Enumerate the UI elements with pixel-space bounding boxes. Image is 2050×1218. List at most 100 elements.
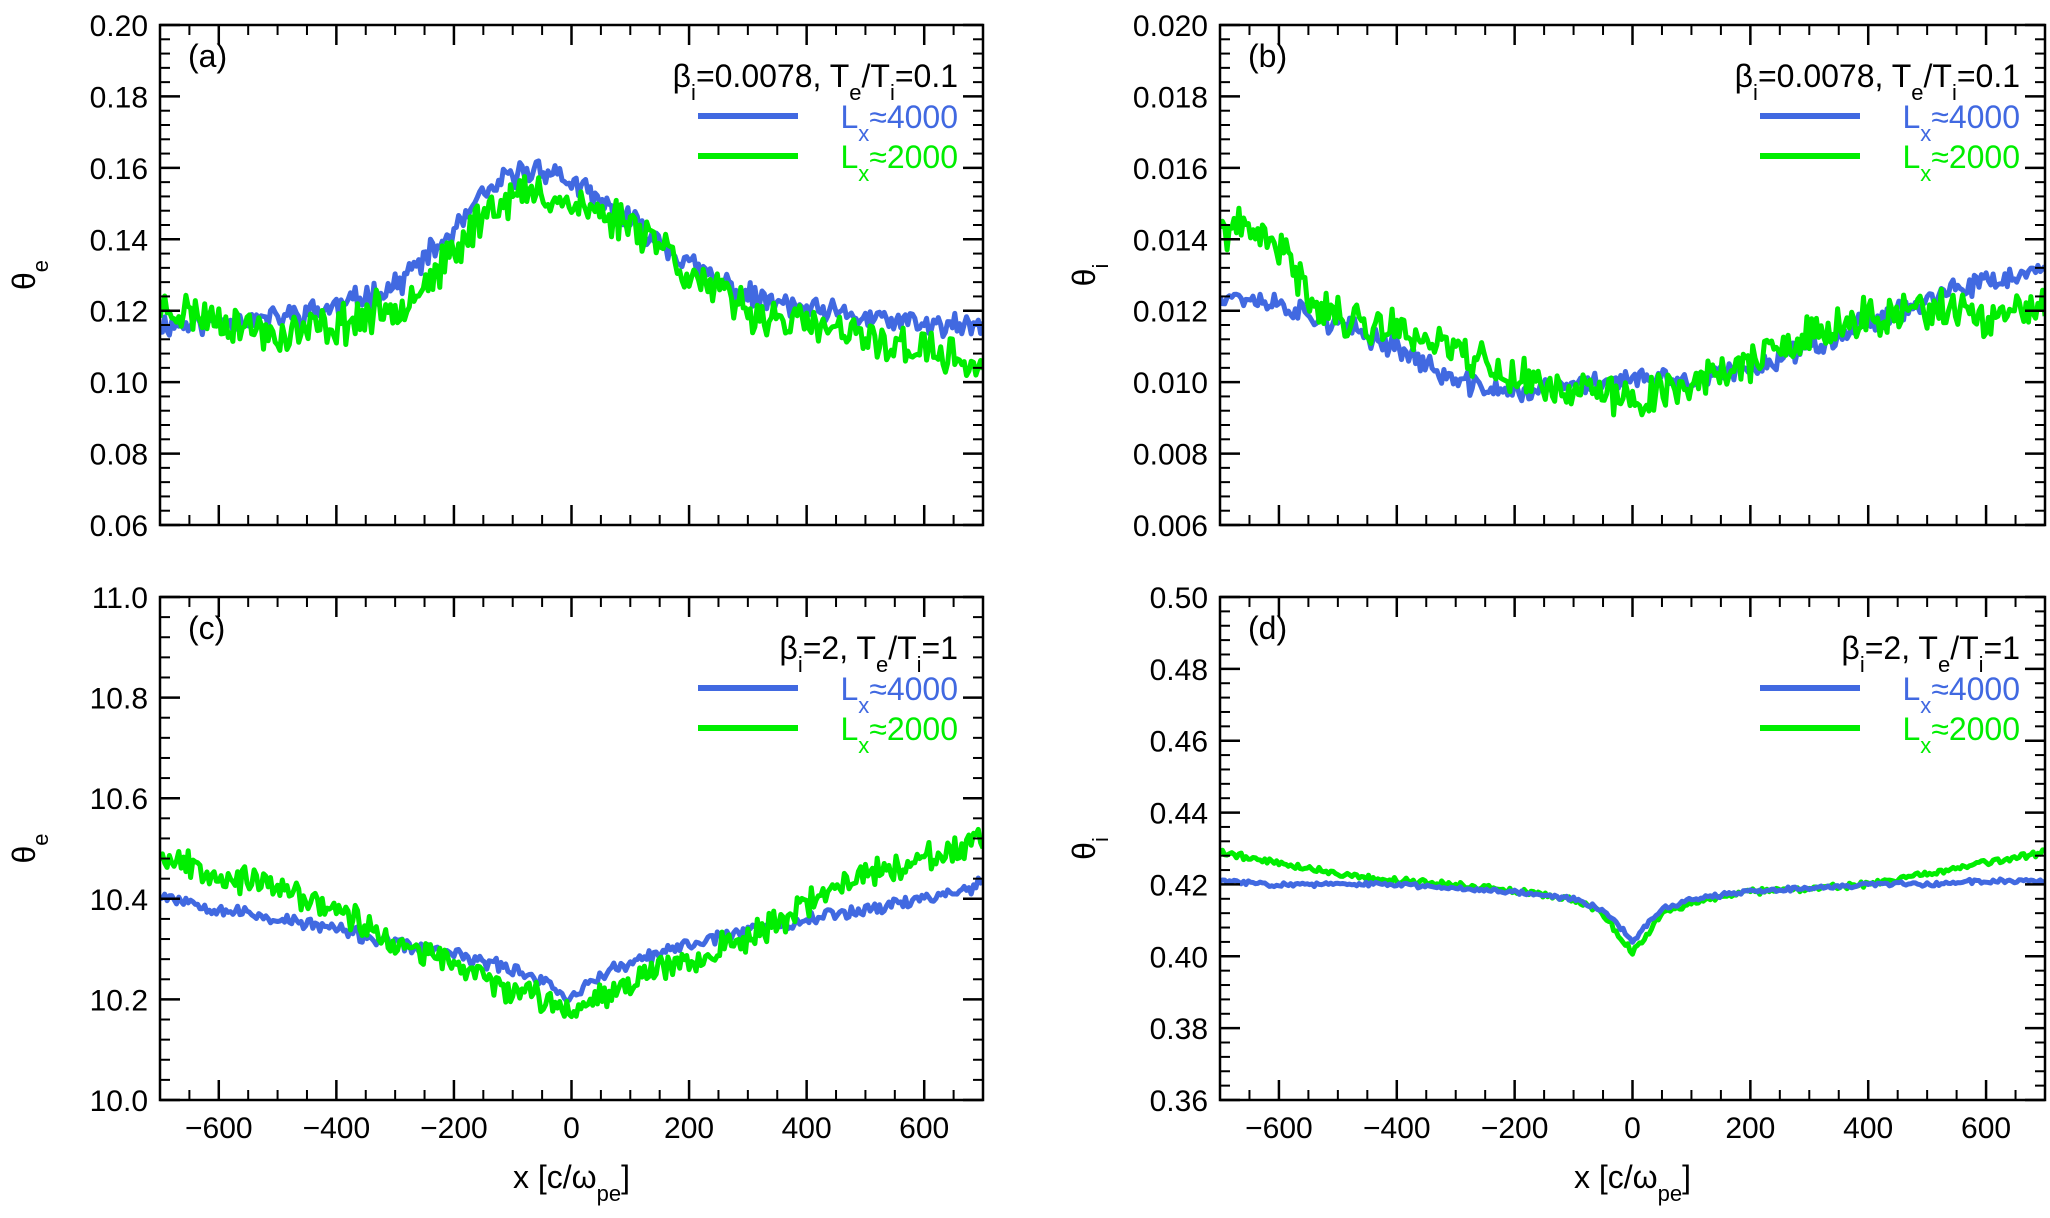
legend-label-lx4000: Lx≈4000 [840,99,958,146]
y-tick-label: 0.014 [1133,224,1208,257]
x-tick-label: 400 [1843,1112,1893,1145]
y-tick-label: 11.0 [92,582,148,615]
y-axis-title-sub: i [1088,264,1113,269]
legend-label-main: L [840,139,858,175]
legend-label-sub: x [1920,121,1931,146]
legend-label-value: ≈4000 [1931,99,2020,135]
series-line-lx4000 [160,158,983,340]
panel-label: (b) [1248,38,1287,74]
y-tick-label: 0.10 [90,367,148,400]
x-tick-label: −600 [1245,1112,1313,1145]
param-beta: β [779,630,797,666]
series-group [1220,205,2045,418]
y-tick-label: 0.010 [1133,367,1208,400]
param-ratio: =0.1 [895,58,958,94]
legend-label-lx4000: Lx≈4000 [1902,671,2020,718]
legend-label-value: ≈4000 [869,671,958,707]
y-tick-label: 0.20 [90,10,148,43]
chart-panel-b: 0.006 0.008 0.010 0.012 0.014 0.016 0.018 0.020… [1066,10,2047,543]
series-line-lx4000 [160,875,983,1004]
x-axis-title-sub: pe [597,1181,621,1206]
x-tick-label: 600 [1961,1112,2011,1145]
x-tick-label: −400 [1363,1112,1431,1145]
series-line-lx2000 [160,826,983,1020]
x-tick-label: −600 [185,1112,253,1145]
legend-label-value: ≈2000 [1931,711,2020,747]
param-beta: β [673,58,691,94]
y-tick-label: 10.8 [90,683,148,716]
y-tick-label: 0.38 [1150,1013,1208,1046]
y-tick-label: 0.50 [1150,582,1208,615]
legend-label-value: ≈4000 [1931,671,2020,707]
param-ti: /T [888,630,916,666]
y-tick-label: 0.36 [1150,1085,1208,1118]
x-tick-label: −200 [420,1112,488,1145]
legend-label-main: L [840,99,858,135]
chart-panel-a: 0.060.080.100.120.140.160.180.20θe(a)βi=… [6,10,985,543]
y-axis-title-symbol: θ [6,272,42,290]
y-axis-title-sub: e [28,833,53,845]
series-line-lx4000 [1220,876,2045,945]
y-axis-title: θe [6,833,53,863]
legend-label-sub: x [858,733,869,758]
legend-label-main: L [1902,711,1920,747]
y-axis-title-symbol: θ [1066,269,1102,287]
param-ti-sub: i [917,652,922,677]
legend-label-value: ≈2000 [869,139,958,175]
param-te-sub: e [1938,652,1950,677]
x-axis-title: x [c/ωpe] [513,1159,630,1206]
series-line-lx2000 [1220,847,2045,957]
y-tick-label: 0.020 [1133,10,1208,43]
y-tick-label: 0.012 [1133,296,1208,329]
y-tick-label: 0.008 [1133,439,1208,472]
legend-label-main: L [1902,99,1920,135]
legend-label-sub: x [1920,733,1931,758]
param-ratio: =1 [1984,630,2020,666]
param-beta-value: =2, [803,630,857,666]
panel-label: (d) [1248,610,1287,646]
panel-label: (c) [188,610,225,646]
parameter-annotation: βi=0.0078, Te/Ti=0.1 [673,58,958,105]
x-tick-label: −400 [303,1112,371,1145]
param-beta-sub: i [1860,652,1865,677]
y-tick-label: 10.2 [90,984,148,1017]
y-axis-title-symbol: θ [6,846,42,864]
param-te: T [856,630,876,666]
chart-panel-c: 10.0 10.2 10.4 10.6 10.8 11.0 −600 −400 −200 0 200… [6,582,985,1206]
y-tick-label: 0.16 [90,153,148,186]
param-ti: /T [862,58,890,94]
legend-label-main: L [1902,139,1920,175]
legend-label-sub: x [858,693,869,718]
x-tick-label: 200 [1725,1112,1775,1145]
legend-label-sub: x [858,121,869,146]
series-group [160,158,983,378]
legend-label-value: ≈4000 [869,99,958,135]
y-tick-label: 10.6 [90,783,148,816]
chart-panel-d: 0.36 0.38 0.40 0.42 0.44 0.46 0.48 0.50 −600 −400… [1066,582,2047,1206]
param-beta-value: =0.0078, [696,58,830,94]
y-axis-title-sub: e [28,260,53,272]
param-ti-sub: i [1979,652,1984,677]
legend-label-main: L [840,711,858,747]
legend-label-lx4000: Lx≈4000 [840,671,958,718]
param-te: T [1892,58,1912,94]
y-axis-title: θi [1066,264,1113,287]
plot-frame [158,595,985,1102]
x-tick-label: 600 [899,1112,949,1145]
param-ti: /T [1924,58,1952,94]
y-tick-label: 0.46 [1150,726,1208,759]
x-axis-title-main: x [c/ω [513,1159,597,1195]
y-tick-label: 10.0 [90,1085,148,1118]
legend-label-value: ≈2000 [869,711,958,747]
param-beta: β [1735,58,1753,94]
parameter-annotation: βi=0.0078, Te/Ti=0.1 [1735,58,2020,105]
y-tick-label: 0.006 [1133,510,1208,543]
panel-label: (a) [188,38,227,74]
legend-label-main: L [1902,671,1920,707]
param-beta-value: =0.0078, [1758,58,1892,94]
y-tick-label: 0.12 [90,296,148,329]
param-beta-value: =2, [1865,630,1919,666]
legend-label-lx2000: Lx≈2000 [840,139,958,186]
y-tick-label: 0.44 [1150,798,1208,831]
